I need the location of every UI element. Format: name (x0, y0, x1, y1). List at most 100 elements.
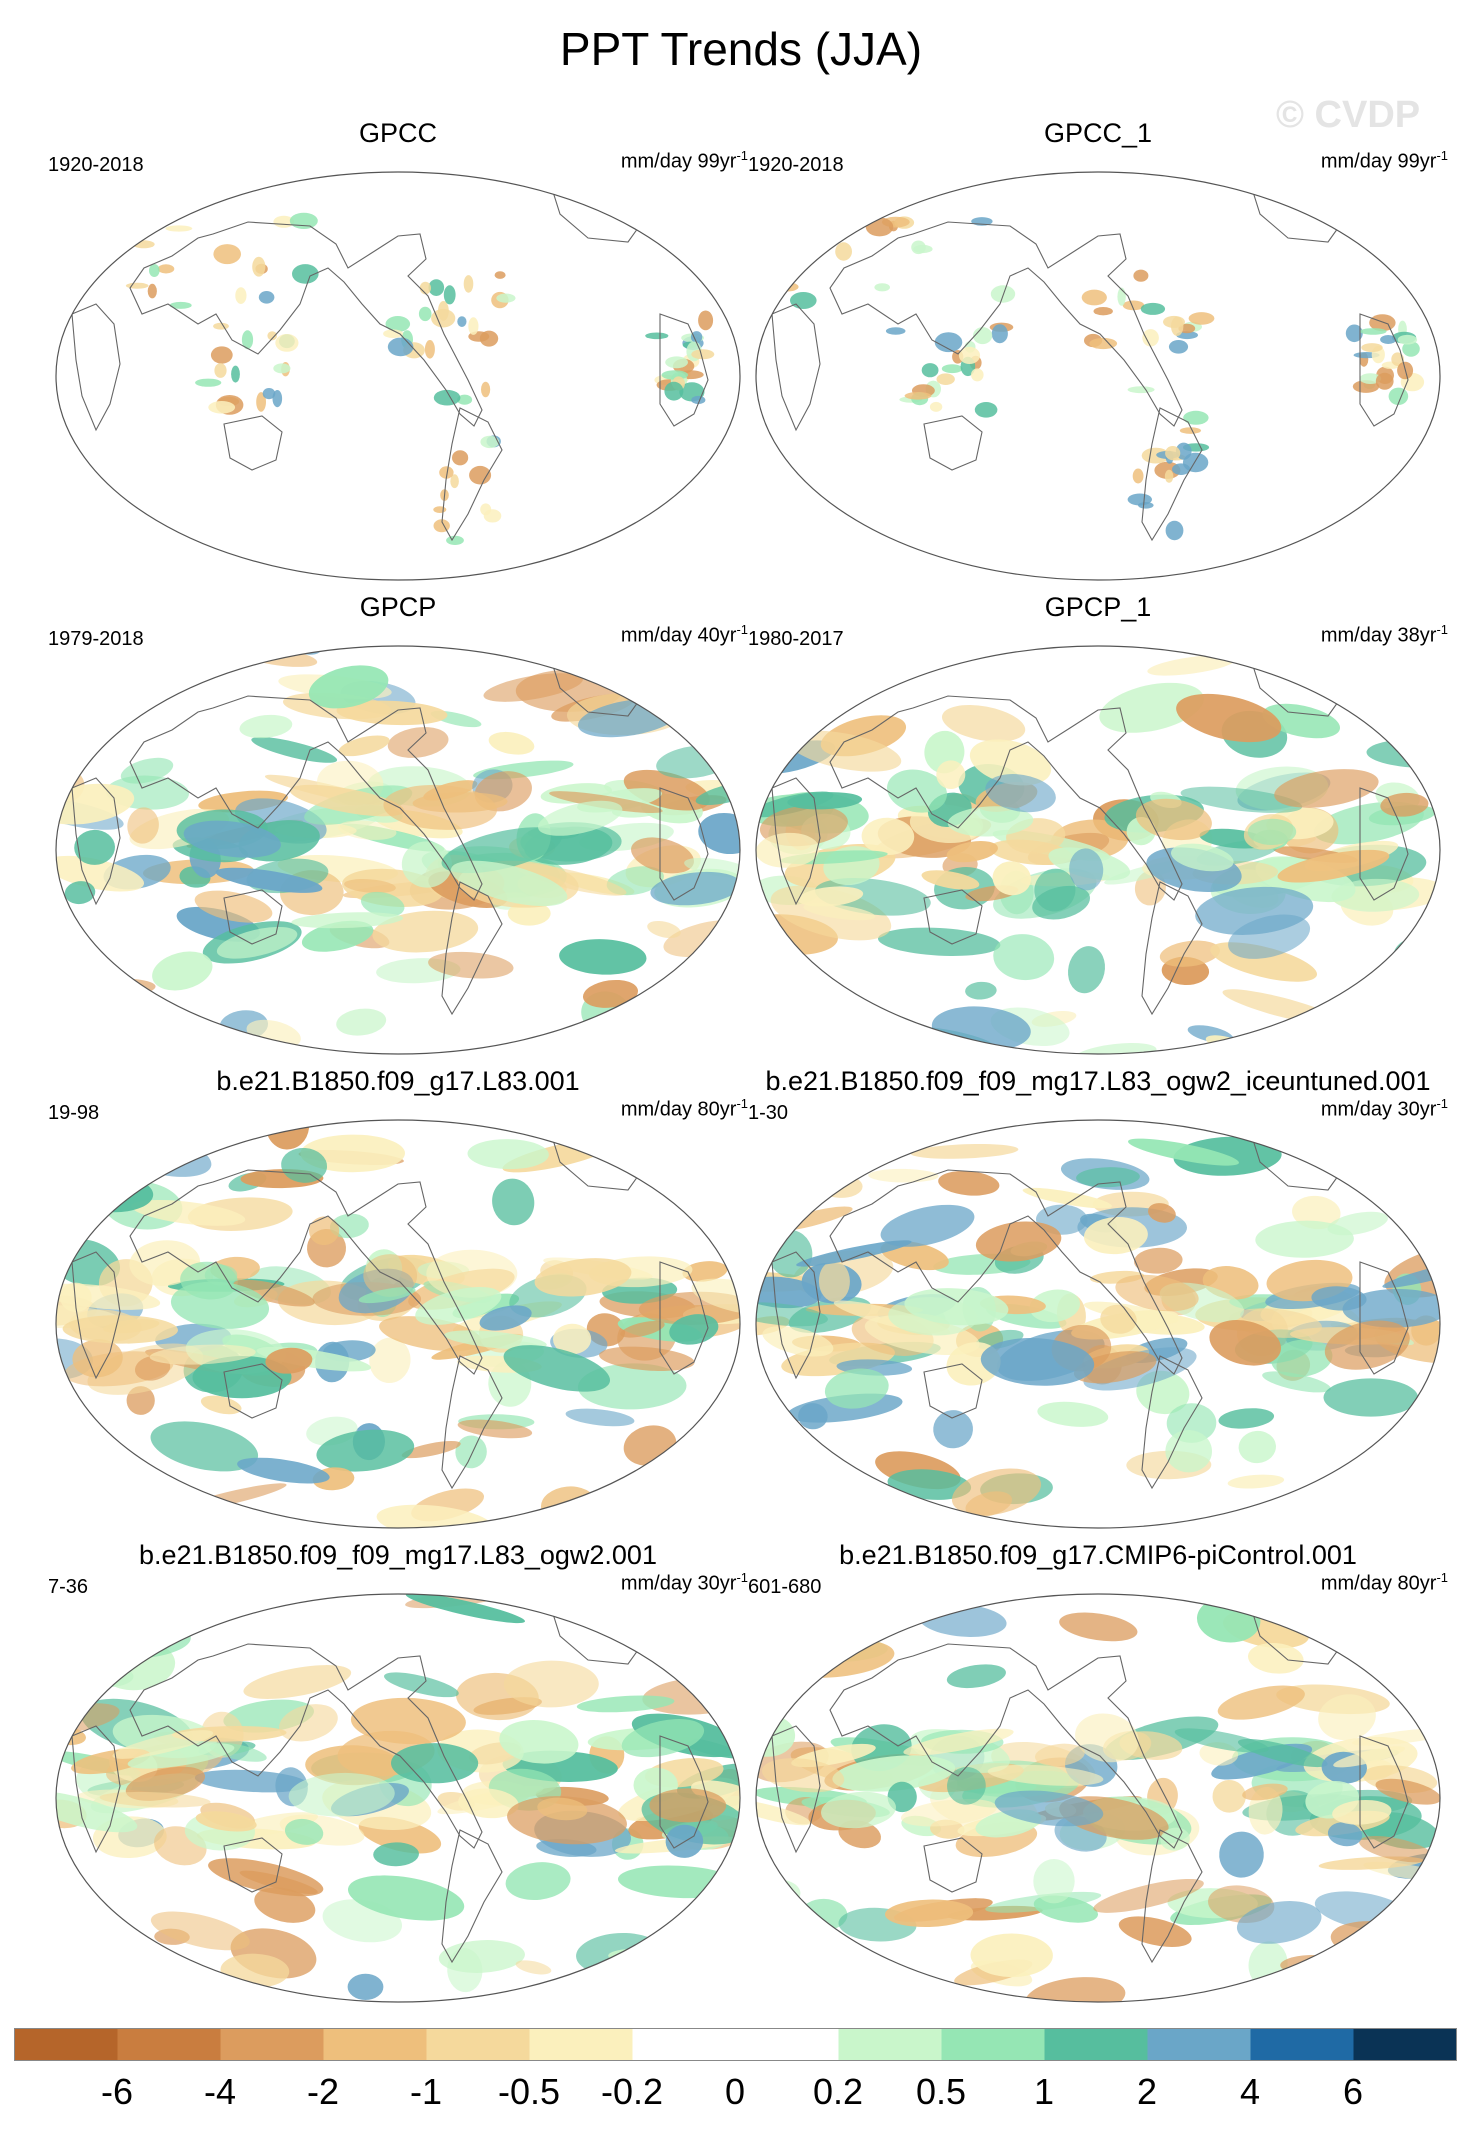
panel-units: mm/day 80yr-1 (1321, 1570, 1448, 1596)
map-panel: GPCC 1920-2018 mm/day 99yr-1 (48, 118, 748, 588)
units-text: mm/day 99yr (1320, 150, 1437, 173)
map-frame (55, 645, 741, 1055)
colorbar-swatch (529, 2028, 633, 2061)
map-plot (755, 645, 1441, 1055)
panel-title: GPCP (359, 592, 437, 622)
panel-units: mm/day 99yr-1 (621, 148, 748, 174)
colorbar-swatch (426, 2028, 530, 2061)
colorbar-label: 0 (725, 2071, 745, 2112)
colorbar-label: -2 (307, 2071, 339, 2112)
units-exponent: -1 (1436, 622, 1448, 637)
colorbar-swatch (220, 2028, 324, 2061)
map-panel: b.e21.B1850.f09_g17.CMIP6-piControl.001 6… (748, 1540, 1448, 2010)
colorbar-swatch (735, 2028, 839, 2061)
colorbar-swatch (323, 2028, 427, 2061)
units-text: mm/day 99yr (620, 150, 737, 173)
units-exponent: -1 (736, 622, 748, 637)
coastlines (771, 175, 1409, 542)
panel-period: 1920-2018 (748, 154, 844, 176)
panel-title: GPCC (358, 118, 437, 148)
map-panel: GPCP_1 1980-2017 mm/day 38yr-1 (748, 592, 1448, 1062)
map-plot (55, 1593, 741, 2003)
trend-field (756, 647, 1440, 1054)
map-frame (755, 645, 1441, 1055)
map-plot (55, 171, 741, 581)
colorbar-label: 1 (1034, 2071, 1054, 2112)
panel-units: mm/day 80yr-1 (621, 1096, 748, 1122)
units-text: mm/day 80yr (620, 1098, 737, 1121)
map-plot (55, 1119, 741, 1529)
map-panel: b.e21.B1850.f09_f09_mg17.L83_ogw2.001 7-3… (48, 1540, 748, 2010)
panel-units: mm/day 30yr-1 (621, 1570, 748, 1596)
colorbar-label: 0.5 (916, 2071, 966, 2112)
map-frame (55, 1593, 741, 2003)
colorbar-label: -0.2 (601, 2071, 663, 2112)
trend-field (56, 1120, 740, 1528)
colorbar-swatch (838, 2028, 942, 2061)
map-plot (55, 645, 741, 1055)
units-exponent: -1 (736, 1570, 748, 1585)
units-exponent: -1 (1436, 1096, 1448, 1111)
units-exponent: -1 (736, 148, 748, 163)
map-panel: b.e21.B1850.f09_g17.L83.001 19-98 mm/day 8… (48, 1066, 748, 1536)
colorbar-swatch (1044, 2028, 1148, 2061)
units-exponent: -1 (1436, 148, 1448, 163)
panel-period: 1920-2018 (48, 154, 144, 176)
colorbar-swatch (117, 2028, 221, 2061)
colorbar-label: -4 (204, 2071, 236, 2112)
panel-units: mm/day 38yr-1 (1321, 622, 1448, 648)
colorbar-swatch (632, 2028, 736, 2061)
colorbar-label: -1 (410, 2071, 442, 2112)
trend-field (56, 646, 740, 1049)
panel-period: 1980-2017 (748, 628, 844, 650)
colorbar-label: 0.2 (813, 2071, 863, 2112)
trend-field (56, 1594, 740, 2002)
panel-period: 601-680 (748, 1576, 822, 1598)
units-text: mm/day 40yr (620, 624, 737, 647)
units-exponent: -1 (1436, 1570, 1448, 1585)
map-panel: GPCC_1 1920-2018 mm/day 99yr-1 (748, 118, 1448, 588)
colorbar-swatch (1353, 2028, 1457, 2061)
panel-title: GPCP_1 (1044, 592, 1152, 622)
panel-period: 1-30 (748, 1102, 789, 1124)
colorbar-swatch (1250, 2028, 1354, 2061)
colorbar-swatch (1147, 2028, 1251, 2061)
map-panel: GPCP 1979-2018 mm/day 40yr-1 (48, 592, 748, 1062)
colorbar-label: -6 (101, 2071, 133, 2112)
map-frame (55, 1119, 741, 1529)
panel-title: b.e21.B1850.f09_g17.L83.001 (216, 1066, 580, 1096)
panel-title: GPCC_1 (1043, 118, 1153, 148)
panel-units: mm/day 40yr-1 (621, 622, 748, 648)
colorbar-swatch (941, 2028, 1045, 2061)
map-plot (755, 171, 1441, 581)
coastlines (71, 175, 709, 542)
panel-period: 19-98 (48, 1102, 100, 1124)
colorbar-label: 4 (1240, 2071, 1260, 2112)
colorbar: -6 -4 -2 -1 -0.5 -0.2 0 0.2 0.5 1 2 4 6 (14, 2028, 1457, 2112)
colorbar-outline (14, 2028, 1457, 2061)
panel-units: mm/day 99yr-1 (1321, 148, 1448, 174)
map-panel: b.e21.B1850.f09_f09_mg17.L83_ogw2_iceunt… (748, 1066, 1448, 1536)
panel-period: 1979-2018 (48, 628, 144, 650)
map-plot (755, 1119, 1441, 1529)
panel-units: mm/day 30yr-1 (1321, 1096, 1448, 1122)
units-text: mm/day 38yr (1320, 624, 1437, 647)
panel-title: b.e21.B1850.f09_f09_mg17.L83_ogw2_iceunt… (765, 1066, 1431, 1096)
panel-title: b.e21.B1850.f09_g17.CMIP6-piControl.001 (839, 1540, 1357, 1570)
panel-title: b.e21.B1850.f09_f09_mg17.L83_ogw2.001 (139, 1540, 657, 1570)
units-text: mm/day 30yr (620, 1572, 737, 1595)
page-title: PPT Trends (JJA) (559, 23, 923, 75)
map-frame (55, 171, 741, 581)
colorbar-label: -0.5 (498, 2071, 560, 2112)
trend-field (776, 216, 1425, 541)
panel-period: 7-36 (48, 1576, 89, 1598)
units-text: mm/day 80yr (1320, 1572, 1437, 1595)
units-text: mm/day 30yr (1320, 1098, 1437, 1121)
colorbar-label: 2 (1137, 2071, 1157, 2112)
map-frame (755, 1593, 1441, 2003)
units-exponent: -1 (736, 1096, 748, 1111)
watermark: © CVDP (1276, 94, 1421, 136)
map-frame (755, 171, 1441, 581)
map-frame (755, 1119, 1441, 1529)
colorbar-label: 6 (1343, 2071, 1363, 2112)
